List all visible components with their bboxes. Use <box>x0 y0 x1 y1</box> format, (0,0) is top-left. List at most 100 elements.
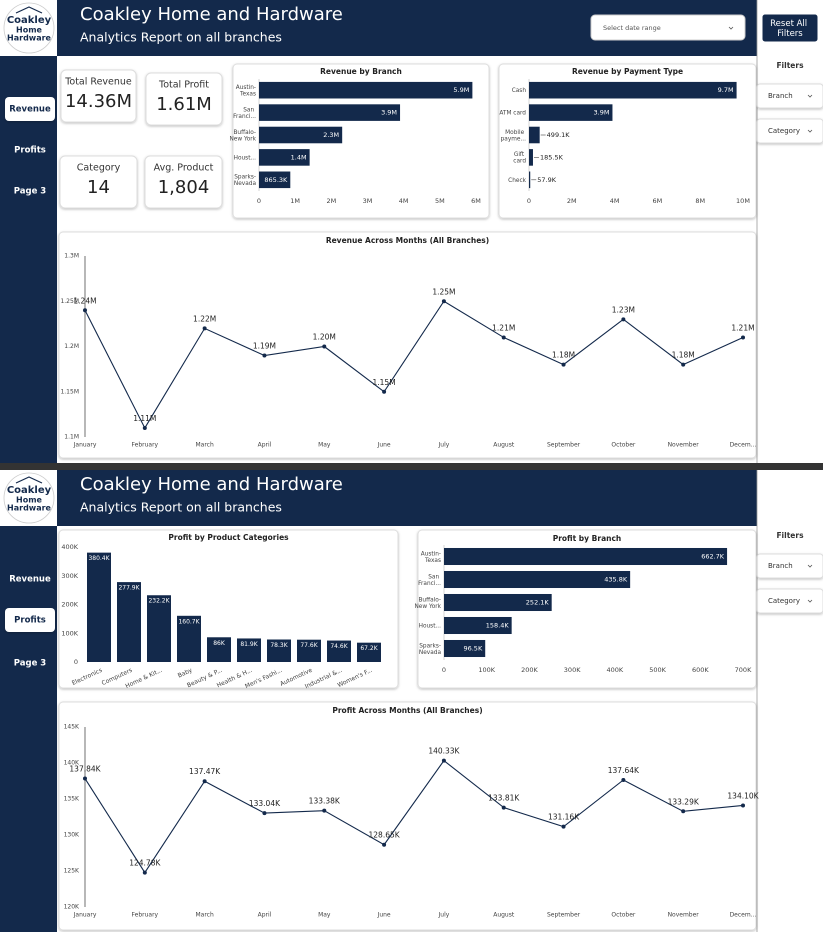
kpi-card <box>60 69 137 123</box>
logo-text: Home <box>16 496 43 505</box>
logo-text: Coakley <box>7 15 52 26</box>
value-label: 252.1K <box>526 599 550 607</box>
bar <box>529 149 533 166</box>
x-tick-label: March <box>195 442 213 449</box>
chevron-icon <box>807 94 813 98</box>
category-label: Buffalo-New York <box>414 597 441 610</box>
x-tick-label: May <box>318 442 331 449</box>
y-tick-label: 300K <box>61 572 78 580</box>
y-tick-label: 0 <box>74 658 78 666</box>
filter-dropdown[interactable] <box>756 588 823 614</box>
nav-item[interactable]: Profits <box>14 616 46 626</box>
value-label: 1.18M <box>552 351 575 360</box>
bar <box>177 615 201 662</box>
value-label: 1.15M <box>373 378 396 387</box>
bar <box>259 126 343 144</box>
value-label: 131.16K <box>548 813 580 822</box>
filter-dropdown[interactable] <box>756 553 823 579</box>
line-point <box>142 425 147 430</box>
x-tick-label: September <box>547 442 581 449</box>
bar <box>259 171 291 189</box>
header-bar <box>57 470 757 526</box>
value-label: 137.64K <box>608 766 640 775</box>
value-label: 1.4M <box>291 153 307 161</box>
x-tick-label: 2M <box>326 197 336 205</box>
value-label: 1.24M <box>73 296 96 305</box>
x-tick-label: 5M <box>435 197 445 205</box>
reset-button[interactable] <box>761 13 819 43</box>
logo-text: Home <box>16 26 43 35</box>
value-label: 185.5K <box>540 153 564 161</box>
line-point <box>501 805 506 810</box>
bar <box>259 104 401 121</box>
filter-label[interactable]: Branch <box>768 92 793 100</box>
value-label: 1.19M <box>253 342 276 351</box>
value-label: 133.29K <box>668 797 700 806</box>
chart-title: Revenue by Payment Type <box>572 67 683 76</box>
x-tick-label: February <box>132 442 159 449</box>
logo-circle <box>3 2 55 54</box>
logo-text: Coakley <box>7 485 52 496</box>
x-tick-label: Decem... <box>730 442 757 449</box>
filter-label[interactable]: Branch <box>768 562 793 570</box>
nav-item[interactable]: Profits <box>14 146 46 156</box>
value-label: 78.3K <box>270 642 288 649</box>
y-tick-label: 140K <box>64 760 80 767</box>
x-tick-label: July <box>438 442 450 449</box>
nav-item[interactable]: Page 3 <box>14 659 47 669</box>
filter-label[interactable]: Category <box>768 597 800 605</box>
line-point <box>382 842 387 847</box>
nav-button-active[interactable] <box>5 608 55 632</box>
x-tick-label: June <box>377 912 391 919</box>
line-point <box>561 824 566 829</box>
page-separator <box>0 463 823 470</box>
value-label: 160.7K <box>178 618 200 625</box>
x-tick-label: 4M <box>610 197 620 205</box>
value-label: 1.11M <box>133 414 156 423</box>
x-tick-label: 200K <box>521 666 538 674</box>
kpi-value: 14 <box>87 177 110 198</box>
value-label: 3.9M <box>381 109 397 117</box>
reset-button-label[interactable]: Reset All Filters <box>770 19 810 39</box>
nav-panel <box>0 56 57 463</box>
date-range-placeholder[interactable]: Select date range <box>603 24 661 32</box>
value-label: 380.4K <box>88 555 110 562</box>
bar <box>237 638 261 662</box>
chart-title: Revenue Across Months (All Branches) <box>326 236 489 245</box>
line-point <box>681 362 686 367</box>
value-label: 137.84K <box>69 765 101 774</box>
x-tick-label: 700K <box>735 666 752 674</box>
value-label: 2.3M <box>323 131 339 139</box>
x-tick-label: November <box>668 442 700 449</box>
chevron-icon <box>807 599 813 603</box>
filter-dropdown[interactable] <box>756 118 823 144</box>
x-tick-label: February <box>132 912 159 919</box>
line-point <box>262 811 267 816</box>
category-label: Houst... <box>419 623 442 629</box>
filter-dropdown[interactable] <box>756 83 823 109</box>
x-tick-label: July <box>438 912 450 919</box>
chevron-icon <box>807 129 813 133</box>
x-tick-label: 0 <box>527 197 531 205</box>
category-label: Houst... <box>234 155 257 161</box>
nav-item[interactable]: Revenue <box>9 105 51 115</box>
line-point <box>322 808 327 813</box>
value-label: 1.20M <box>313 333 336 342</box>
chart-card <box>498 63 757 219</box>
x-tick-label: 2M <box>567 197 577 205</box>
x-tick-label: April <box>258 442 272 449</box>
line-point <box>441 299 446 304</box>
y-tick-label: 1.3M <box>64 253 79 260</box>
y-tick-label: 125K <box>64 868 80 875</box>
nav-button-active[interactable] <box>5 97 55 121</box>
x-tick-label: June <box>377 442 391 449</box>
nav-item[interactable]: Revenue <box>9 575 51 585</box>
filter-label[interactable]: Category <box>768 127 800 135</box>
bar <box>529 126 540 144</box>
nav-item[interactable]: Page 3 <box>14 187 47 197</box>
x-tick-label: 0 <box>442 666 446 674</box>
x-tick-label: 1M <box>290 197 300 205</box>
value-label: 77.6K <box>300 642 318 649</box>
date-range-slicer[interactable] <box>590 14 746 41</box>
value-label: 499.1K <box>547 131 571 139</box>
